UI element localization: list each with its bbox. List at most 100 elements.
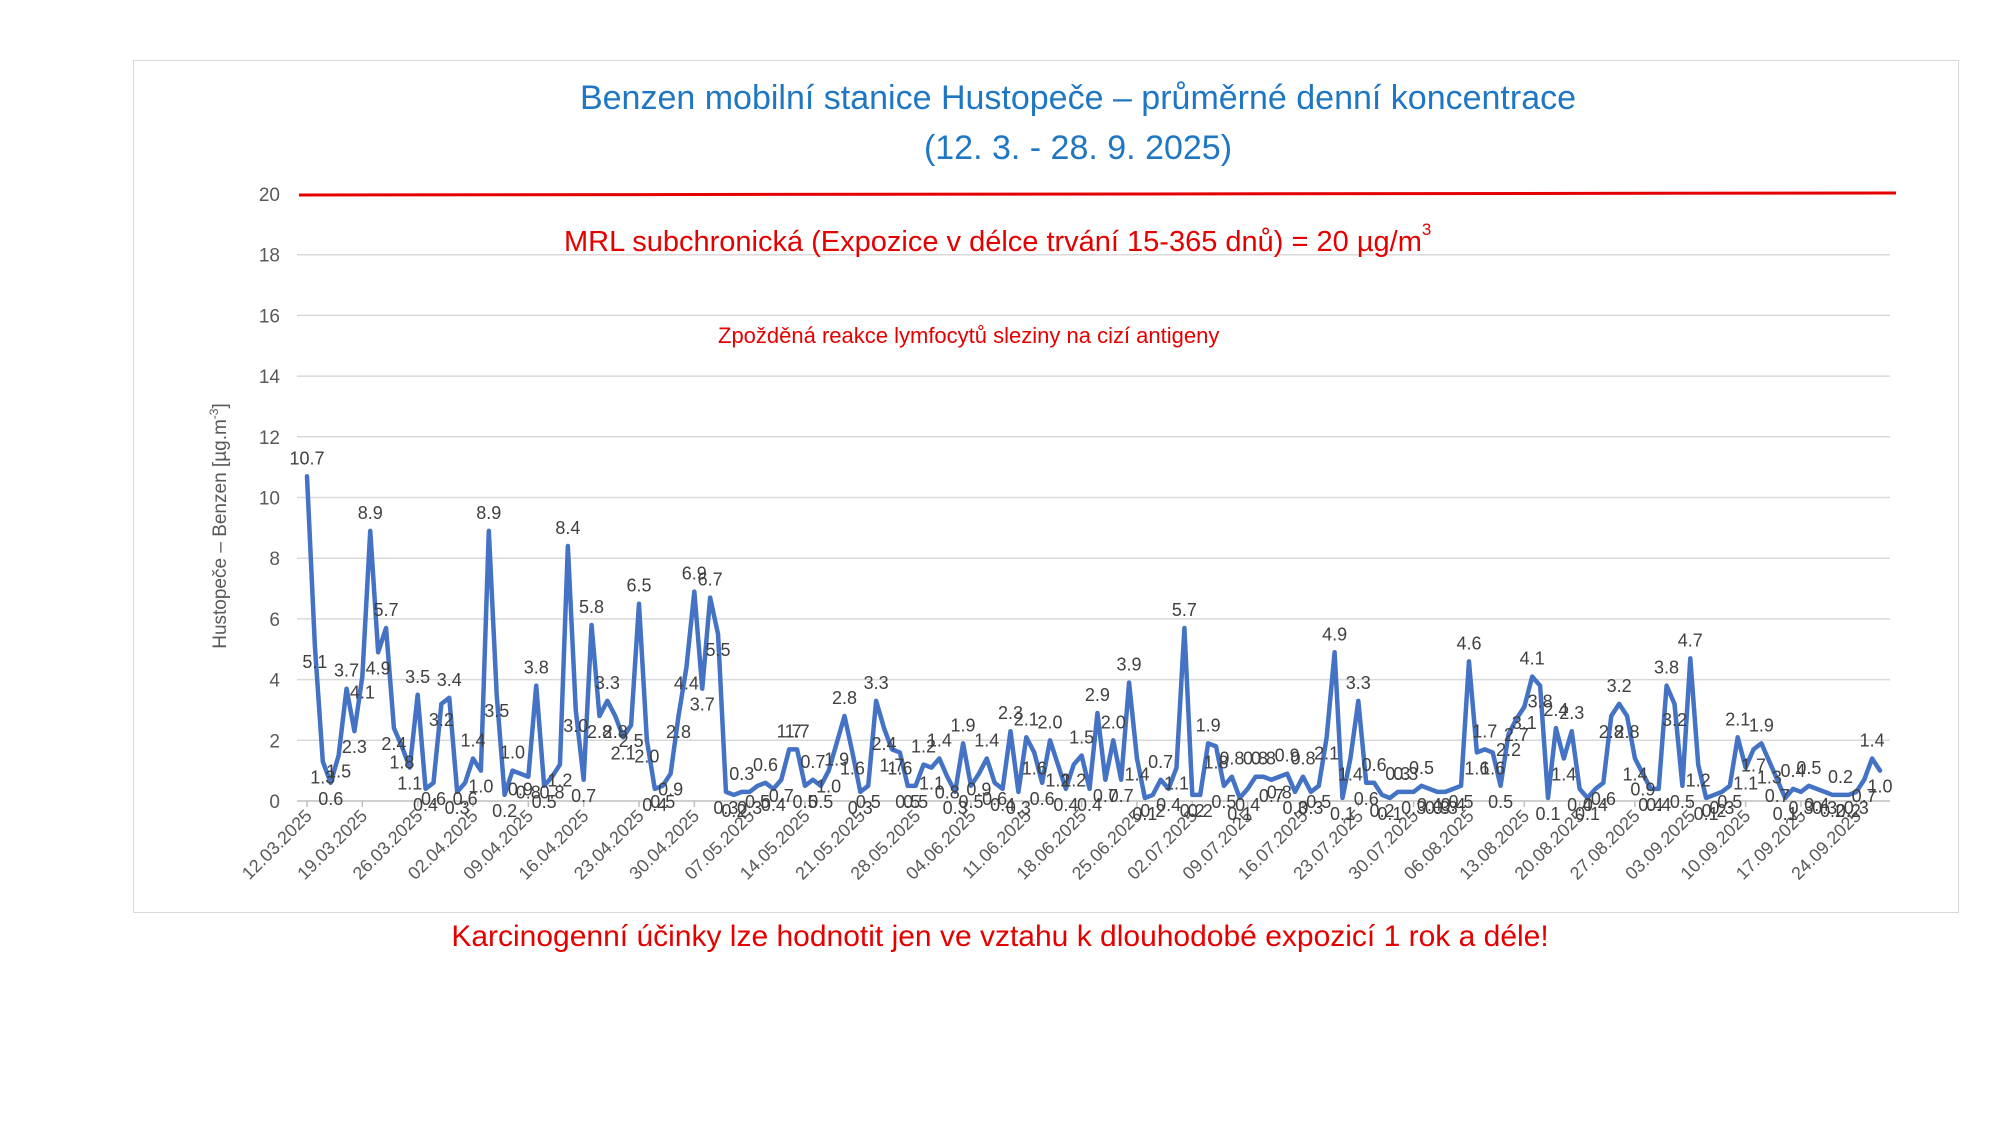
data-point [883,727,885,729]
data-point [1594,788,1597,790]
data-label: 0.1 [1377,804,1402,824]
data-label: 0.5 [1211,792,1236,812]
data-point [1816,788,1818,790]
data-label: 1.0 [468,777,493,797]
data-label: 0.3 [729,764,754,784]
data-point [1745,767,1747,769]
data-label: 0.3 [737,798,762,818]
y-tick-label: 18 [259,246,280,267]
data-point [1183,627,1186,629]
data-label: 3.5 [484,701,509,721]
data-point [741,791,743,793]
data-label: 0.7 [1148,752,1173,772]
data-label: 0.1 [1773,804,1798,824]
data-point [1737,736,1739,738]
data-label: 0.6 [318,789,343,809]
data-point [1539,685,1541,687]
data-point [369,530,371,532]
data-point [1768,760,1770,763]
data-point [1001,788,1004,790]
data-label: 1.0 [816,777,841,797]
mrl-annotation-text: MRL subchronická (Expozice v délce trván… [564,226,1422,258]
data-point [1484,748,1486,751]
data-label: 2.8 [832,688,857,708]
data-point [314,645,316,647]
data-point [1721,791,1723,793]
data-point [401,745,403,747]
data-label: 0.2 [1188,801,1213,821]
data-label: 0.5 [895,792,920,812]
data-label: 1.1 [1733,774,1758,794]
data-point [938,757,940,760]
data-point [1792,788,1794,790]
data-point [1808,785,1810,787]
data-label: 1.2 [911,737,936,757]
data-point [867,785,869,787]
data-point [1175,767,1178,769]
data-point [1634,757,1636,760]
data-label: 3.7 [690,695,715,715]
data-point [1405,791,1407,793]
data-label: 1.4 [1551,765,1576,785]
data-label: 0.4 [1804,795,1829,815]
data-label: 1.7 [1472,721,1497,741]
data-label: 0.9 [658,780,683,800]
data-point [1571,730,1573,732]
data-label: 0.6 [1591,789,1616,809]
data-label: 0.5 [856,792,881,812]
data-point [1420,785,1423,787]
data-point [1800,791,1802,793]
data-label: 0.1 [1694,804,1719,824]
data-label: 0.8 [1219,749,1244,769]
data-point [338,754,340,757]
data-label: 2.0 [1038,712,1063,732]
data-label: 0.7 [769,786,794,806]
data-label: 1.2 [1045,771,1070,791]
data-point [511,770,514,772]
mrl-annotation-sup: 3 [1422,220,1431,239]
data-point [1658,788,1660,790]
data-point [417,694,419,696]
data-label: 3.8 [1528,692,1553,712]
data-point [1507,733,1510,735]
data-point [978,773,980,775]
data-point [432,782,435,784]
data-point [330,782,332,784]
data-label: 0.4 [1567,795,1592,815]
benzene-line-chart: Benzen mobilní stanice Hustopeče – průmě… [207,79,1897,884]
data-point [836,742,838,744]
data-point [693,590,695,593]
data-label: 2.7 [1504,725,1529,745]
y-axis-label: Hustopeče – Benzen [µg.m-3] [207,403,231,649]
data-label: 2.0 [634,746,659,766]
y-tick-label: 4 [269,671,280,692]
data-label: 3.0 [563,716,588,736]
data-label: 0.8 [1243,749,1268,769]
data-label: 3.2 [1607,676,1632,696]
data-point [1413,791,1415,793]
data-label: 1.2 [1061,771,1086,791]
data-point [1579,788,1581,790]
data-point [1784,797,1786,799]
data-label: 4.9 [1322,624,1347,644]
data-label: 1.4 [1622,765,1647,785]
data-point [361,675,363,678]
data-point [1254,776,1257,778]
data-label: 1.1 [1164,774,1189,794]
data-label: 3.5 [405,667,430,687]
data-point [733,794,735,796]
data-point [472,757,474,760]
data-point [614,715,616,717]
data-label: 1.8 [1204,752,1229,772]
data-point [480,770,482,772]
data-label: 4.4 [674,673,699,693]
data-label: 0.4 [1583,795,1608,815]
data-label: 0.2 [1828,767,1853,787]
y-tick-label: 16 [259,306,280,327]
data-label: 2.3 [1559,703,1584,723]
data-point [1278,776,1280,778]
data-point [1705,797,1707,799]
data-point [1049,739,1051,741]
y-tick-labels: 0 2 4 6 8 10 12 14 16 18 20 [259,185,281,813]
data-point [1642,773,1644,775]
